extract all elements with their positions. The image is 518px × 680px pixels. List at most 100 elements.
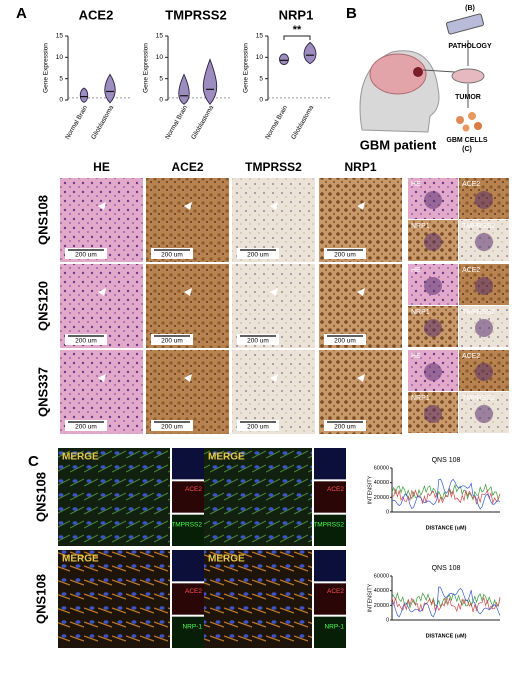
arrowhead [98, 374, 106, 382]
intensity-trace [391, 483, 501, 501]
panel-label: C [28, 453, 39, 470]
inset-label: TMPRSS2 [462, 395, 495, 402]
inset-label: NRP1 [411, 223, 430, 230]
scale-bar-label: 200 um [247, 252, 269, 259]
channel-label: ACE2 [185, 588, 202, 595]
arrowhead [357, 374, 365, 382]
y-tick-label: 0 [159, 97, 163, 104]
channel-label: NRP-1 [182, 623, 202, 630]
scale-bar-box [151, 248, 193, 259]
scale-bar-label: 200 um [247, 338, 269, 345]
merge-label: MERGE [62, 452, 99, 463]
y-tick-label: 60000 [374, 573, 389, 579]
violin [202, 58, 218, 105]
y-axis-label: INTENSITY [367, 583, 373, 612]
cell-nucleus [424, 277, 442, 295]
channel-label: ACE2 [185, 486, 202, 493]
plot-title: QNS 108 [432, 457, 461, 464]
channel-image [172, 550, 204, 582]
scale-bar-label: 200 um [247, 424, 269, 431]
arrowhead [357, 202, 365, 210]
cell-nucleus [424, 319, 442, 337]
plot-title: TMPRSS2 [165, 7, 226, 22]
y-tick-label: 0 [259, 97, 263, 104]
cell-nucleus [475, 233, 493, 251]
inset-label: NRP1 [411, 309, 430, 316]
column-header: NRP1 [344, 160, 376, 174]
inset-label: ACE2 [462, 267, 480, 274]
inset-label: HE [411, 353, 421, 360]
cell-nucleus [424, 363, 442, 381]
violin [303, 41, 317, 65]
arrowhead [184, 202, 192, 210]
channel-label: ACE2 [327, 486, 344, 493]
scale-bar-label: 200 um [334, 252, 356, 259]
y-tick-label: 15 [256, 33, 264, 40]
intensity-trace [391, 586, 501, 618]
column-header: ACE2 [171, 160, 203, 174]
y-tick-label: 5 [159, 75, 163, 82]
y-tick-label: 10 [256, 54, 264, 61]
scale-bar-label: 200 um [75, 424, 97, 431]
y-tick-label: 20000 [374, 603, 389, 609]
patient-illustration [359, 13, 485, 133]
annotation: TUMOR [455, 94, 481, 101]
scale-bar-box [324, 420, 366, 431]
arrowhead [184, 288, 192, 296]
scale-bar-box [65, 334, 107, 345]
scale-bar-label: 200 um [75, 338, 97, 345]
annotation: GBM patient [360, 137, 437, 152]
row-label: QNS108 [35, 195, 50, 245]
plot-title: ACE2 [79, 7, 114, 22]
channel-image [314, 514, 346, 546]
y-tick-label: 20000 [374, 495, 389, 501]
y-tick-label: 10 [156, 54, 164, 61]
channel-image [172, 616, 204, 648]
channel-label: NRP-1 [324, 623, 344, 630]
y-axis-label: INTENSITY [367, 475, 373, 504]
cell-nucleus [475, 363, 493, 381]
scale-bar-box [151, 420, 193, 431]
merge-label: MERGE [208, 554, 245, 565]
scale-bar-box [65, 248, 107, 259]
intensity-trace [391, 478, 501, 510]
channel-label: ACE2 [327, 588, 344, 595]
y-tick-label: 40000 [374, 480, 389, 486]
scale-bar-box [237, 420, 279, 431]
cell-nucleus [475, 319, 493, 337]
scale-bar-box [237, 248, 279, 259]
panel-label: B [346, 5, 357, 22]
scale-bar-box [324, 248, 366, 259]
cell-nucleus [475, 405, 493, 423]
inset-label: HE [411, 267, 421, 274]
y-axis-label: Gene Expression [243, 43, 250, 93]
row-label: QNS120 [35, 281, 50, 331]
y-axis-label: Gene Expression [143, 43, 150, 93]
y-tick-label: 0 [386, 509, 389, 515]
y-tick-label: 10 [56, 54, 64, 61]
y-tick-label: 0 [59, 97, 63, 104]
scale-bar-box [237, 334, 279, 345]
plot-title: QNS 108 [432, 565, 461, 572]
channel-image [314, 448, 346, 480]
scale-bar-label: 200 um [334, 338, 356, 345]
row-label: QNS108 [33, 472, 48, 522]
scale-bar-label: 200 um [161, 252, 183, 259]
y-tick-label: 15 [56, 33, 64, 40]
violin [104, 73, 116, 104]
arrowhead [270, 202, 278, 210]
scale-bar-label: 200 um [334, 424, 356, 431]
cell-nucleus [475, 277, 493, 295]
x-axis-label: DISTANCE (uM) [426, 525, 467, 531]
channel-image [172, 481, 204, 513]
inset-label: NRP1 [411, 395, 430, 402]
merge-image [204, 448, 312, 546]
significance: ** [293, 24, 302, 36]
row-label: QNS108 [33, 574, 48, 624]
plot-title: NRP1 [279, 7, 314, 22]
annotation: (B) [465, 5, 475, 12]
arrowhead [357, 288, 365, 296]
row-label: QNS337 [35, 367, 50, 417]
merge-image [58, 448, 170, 546]
